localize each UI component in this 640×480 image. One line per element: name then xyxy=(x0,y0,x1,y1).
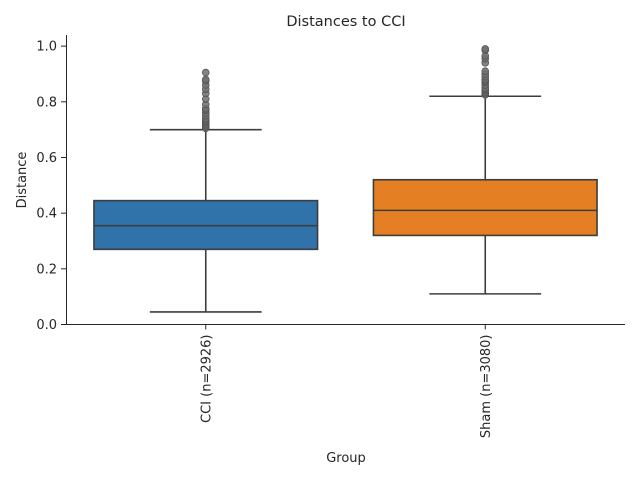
y-tick-label: 0.0 xyxy=(36,318,57,333)
x-tick-label: Sham (n=3080) xyxy=(479,335,494,439)
x-tick-label: CCI (n=2926) xyxy=(199,335,214,423)
y-tick-label: 0.4 xyxy=(36,207,57,222)
y-tick-label: 1.0 xyxy=(36,40,57,55)
box-group xyxy=(372,45,598,295)
outlier-point xyxy=(481,45,490,53)
x-axis-label: Group xyxy=(326,451,366,466)
x-ticks: CCI (n=2926) Sham (n=3080) xyxy=(199,324,494,439)
outlier-point xyxy=(201,75,210,84)
iqr-box xyxy=(372,178,598,237)
y-ticks: 0.0 0.2 0.4 0.6 0.8 1.0 xyxy=(36,40,66,333)
plot-area xyxy=(93,45,598,313)
chart-title: Distances to CCI xyxy=(286,14,405,30)
y-tick-label: 0.2 xyxy=(36,262,57,277)
y-axis-label: Distance xyxy=(15,152,30,209)
outlier-point xyxy=(481,67,490,75)
y-tick-label: 0.6 xyxy=(36,151,57,166)
box-group xyxy=(93,68,319,313)
y-tick-label: 0.8 xyxy=(36,95,57,110)
outlier-point xyxy=(201,68,210,77)
